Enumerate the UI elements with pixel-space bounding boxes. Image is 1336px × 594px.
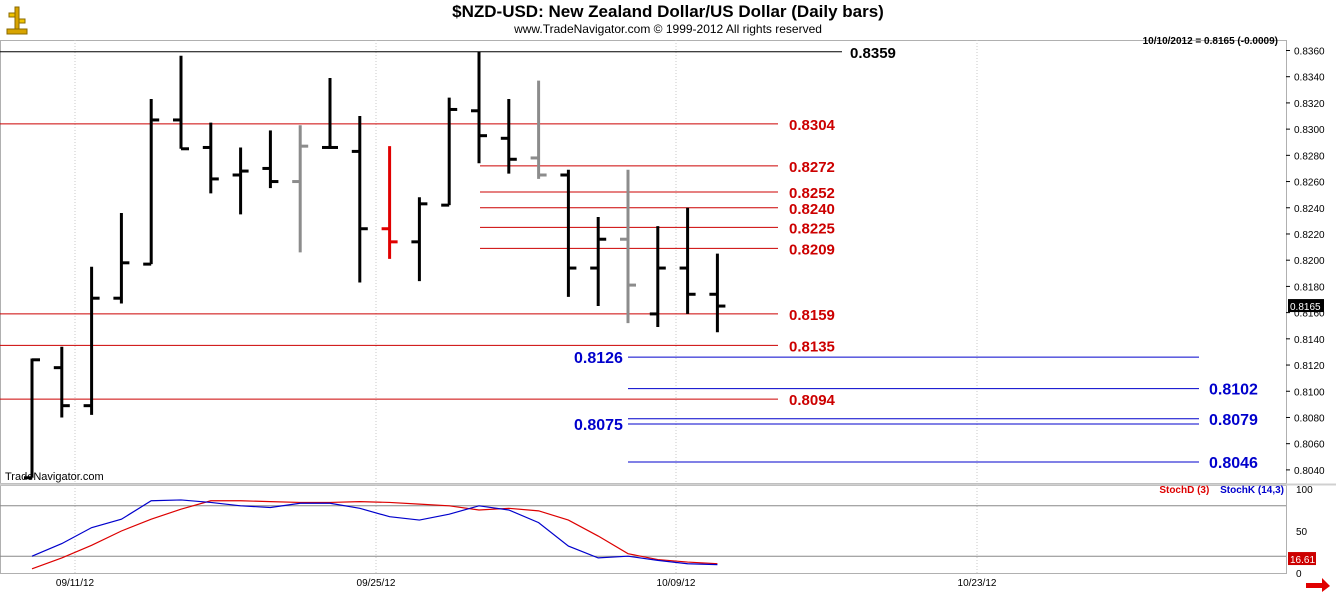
resistance-label: 0.8240 (789, 201, 835, 218)
x-tick-label: 09/25/12 (357, 578, 396, 589)
resistance-label: 0.8359 (850, 45, 896, 62)
stochastic-last-value-box (1288, 552, 1316, 566)
resistance-label: 0.8225 (789, 220, 835, 237)
y-tick-label: 0.8100 (1294, 387, 1325, 398)
resistance-label: 0.8159 (789, 307, 835, 324)
y-tick-label: 0.8180 (1294, 282, 1325, 293)
stoch-k-legend: StochK (14,3) (1220, 485, 1284, 496)
chart-title: $NZD-USD: New Zealand Dollar/US Dollar (… (452, 2, 884, 21)
support-label: 0.8075 (574, 417, 623, 434)
y-tick-label: 0.8120 (1294, 361, 1325, 372)
y-tick-label: 0.8160 (1294, 309, 1325, 320)
last-price-label: 0.8165 (1290, 302, 1321, 313)
support-label: 0.8079 (1209, 412, 1258, 429)
resistance-label: 0.8304 (789, 117, 836, 134)
stochastic-y-tick-label: 100 (1296, 485, 1313, 496)
y-tick-label: 0.8280 (1294, 151, 1325, 162)
y-tick-label: 0.8220 (1294, 230, 1325, 241)
x-tick-label: 10/23/12 (958, 578, 997, 589)
scroll-right-arrow-icon[interactable] (1306, 578, 1330, 592)
stochastic-panel-frame (0, 485, 1287, 574)
stochastic-series-line (31, 500, 718, 570)
stochastic-legend: StochD (3) StochK (14,3) (1151, 485, 1284, 496)
stochastic-last-value-label: 16.61 (1290, 555, 1315, 566)
price-panel-frame (0, 40, 1287, 484)
resistance-label: 0.8135 (789, 338, 835, 355)
stochastic-y-tick-label: 50 (1296, 527, 1308, 538)
stoch-d-legend: StochD (3) (1159, 485, 1210, 496)
y-tick-label: 0.8340 (1294, 73, 1325, 84)
support-label: 0.8046 (1209, 455, 1258, 472)
resistance-label: 0.8209 (789, 241, 835, 258)
resistance-label: 0.8094 (789, 392, 836, 409)
support-label: 0.8102 (1209, 382, 1258, 399)
x-tick-label: 10/09/12 (657, 578, 696, 589)
x-tick-label: 09/11/12 (56, 578, 95, 589)
y-tick-label: 0.8240 (1294, 204, 1325, 215)
stochastic-series-line (31, 499, 718, 566)
y-tick-label: 0.8040 (1294, 466, 1325, 477)
y-tick-label: 0.8260 (1294, 178, 1325, 189)
y-tick-label: 0.8200 (1294, 256, 1325, 267)
y-tick-label: 0.8080 (1294, 413, 1325, 424)
y-tick-label: 0.8140 (1294, 335, 1325, 346)
y-tick-label: 0.8060 (1294, 440, 1325, 451)
last-price-info: 10/10/2012 = 0.8165 (-0.0009) (1142, 36, 1278, 47)
y-tick-label: 0.8360 (1294, 46, 1325, 57)
trade-navigator-logo-icon[interactable] (4, 3, 30, 37)
support-label: 0.8126 (574, 350, 623, 367)
last-price-box (1288, 299, 1324, 313)
y-tick-label: 0.8300 (1294, 125, 1325, 136)
copyright-text: www.TradeNavigator.com © 1999-2012 All r… (514, 22, 822, 36)
resistance-label: 0.8272 (789, 159, 835, 176)
watermark-text: TradeNavigator.com (5, 471, 104, 483)
y-tick-label: 0.8320 (1294, 99, 1325, 110)
resistance-label: 0.8252 (789, 185, 835, 202)
stochastic-y-tick-label: 0 (1296, 569, 1302, 580)
